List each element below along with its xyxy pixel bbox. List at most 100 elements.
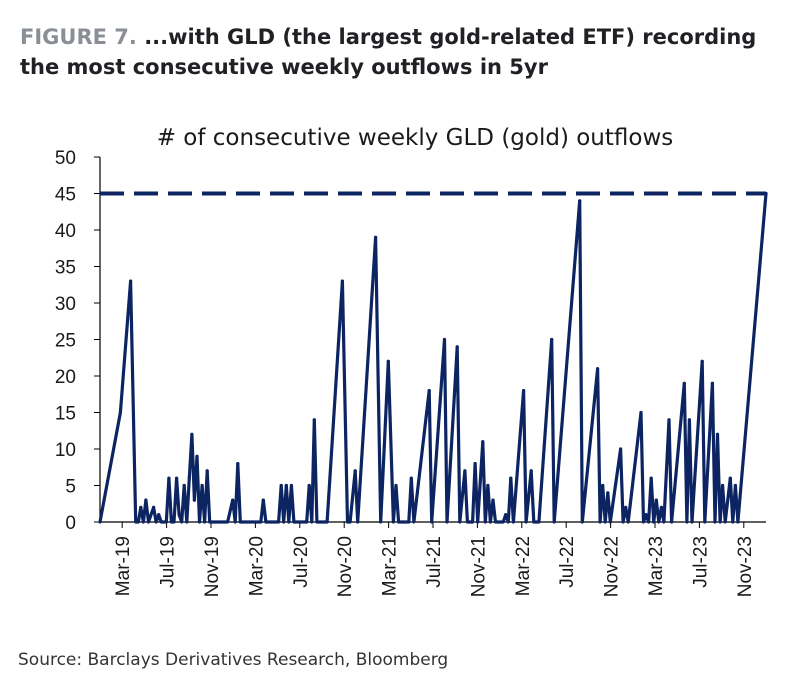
data-point	[644, 513, 648, 517]
data-point	[192, 498, 196, 502]
data-point	[261, 498, 265, 502]
chart-title: # of consecutive weekly GLD (gold) outfl…	[157, 125, 674, 151]
x-tick-label: Jul-21	[424, 536, 445, 588]
y-tick-label: 45	[55, 185, 76, 206]
y-tick-label: 40	[55, 221, 76, 242]
data-point	[442, 337, 447, 342]
x-tick-label: Nov-19	[202, 536, 223, 597]
data-point	[700, 359, 704, 363]
data-point	[340, 279, 344, 283]
data-point	[578, 199, 582, 203]
figure-title: ...with GLD (the largest gold-related ET…	[20, 25, 757, 79]
data-point	[687, 418, 692, 422]
y-tick-label: 10	[55, 440, 76, 461]
y-tick-label: 20	[55, 367, 76, 388]
y-tick-label: 35	[55, 258, 76, 279]
x-tick-label: Nov-20	[335, 536, 356, 597]
source-note: Source: Barclays Derivatives Research, B…	[18, 650, 449, 670]
data-point	[175, 476, 179, 480]
x-tick-label: Jul-22	[557, 536, 578, 588]
data-point	[231, 498, 235, 502]
data-point	[236, 462, 240, 466]
data-point	[284, 483, 288, 488]
data-point	[728, 476, 732, 480]
data-point	[509, 476, 513, 480]
y-tick-label: 25	[55, 331, 76, 352]
data-point	[394, 483, 398, 488]
data-point	[619, 447, 623, 451]
plot-area	[98, 157, 768, 524]
data-point	[481, 440, 485, 444]
data-point	[491, 498, 495, 502]
data-point	[190, 432, 194, 436]
data-point	[177, 513, 181, 517]
data-point	[601, 483, 605, 488]
x-axis: Mar-19 Jul-19 Nov-19 Mar-20 Jul-20 Nov-20 Mar-…	[113, 522, 756, 597]
data-point	[710, 381, 715, 385]
x-tick-label: Nov-23	[735, 536, 756, 597]
x-tick-label: Mar-21	[380, 536, 401, 596]
data-point	[167, 476, 171, 480]
data-point	[486, 483, 490, 488]
data-point	[721, 483, 725, 488]
data-point	[195, 454, 199, 458]
figure-header: FIGURE 7. ...with GLD (the largest gold-…	[20, 22, 780, 82]
data-point	[682, 381, 686, 385]
data-point	[733, 483, 738, 488]
data-point	[289, 483, 293, 488]
data-point	[307, 483, 311, 488]
data-point	[312, 418, 316, 422]
data-point	[187, 476, 191, 480]
x-tick-label: Mar-20	[246, 536, 267, 596]
y-tick-label: 15	[55, 404, 76, 425]
data-point	[139, 505, 143, 509]
data-point	[374, 235, 378, 239]
chart: # of consecutive weekly GLD (gold) outfl…	[55, 125, 768, 597]
y-axis: 0 5 10 15 20 25 30 35 40 45 50	[55, 148, 100, 534]
data-point	[157, 513, 161, 517]
data-point	[353, 469, 357, 473]
x-tick-label: Mar-23	[646, 536, 667, 596]
y-tick-label: 5	[65, 477, 76, 498]
data-point	[152, 505, 156, 509]
x-tick-label: Jul-20	[291, 536, 312, 588]
data-point	[504, 513, 508, 517]
data-point	[279, 483, 283, 488]
x-tick-label: Mar-22	[513, 536, 534, 596]
y-tick-label: 0	[65, 513, 76, 534]
data-point	[144, 498, 148, 502]
data-point	[550, 337, 554, 342]
x-tick-label: Nov-21	[468, 536, 489, 597]
y-tick-label: 30	[55, 294, 76, 315]
data-point	[182, 483, 186, 488]
data-point	[639, 410, 643, 415]
data-point	[764, 191, 768, 196]
data-point	[200, 483, 204, 488]
x-tick-label: Jul-23	[690, 536, 711, 588]
data-point	[522, 389, 526, 393]
y-tick-label: 50	[55, 148, 76, 169]
data-point	[715, 432, 720, 436]
data-point	[659, 505, 664, 509]
data-point	[118, 410, 122, 415]
data-point	[129, 279, 133, 283]
data-point	[205, 469, 209, 473]
data-point	[463, 469, 467, 473]
x-tick-label: Nov-22	[602, 536, 623, 597]
data-point	[596, 367, 600, 371]
data-point	[654, 498, 658, 502]
data-point	[409, 476, 413, 480]
data-point	[649, 476, 653, 480]
data-point	[529, 469, 533, 473]
data-point	[455, 345, 459, 349]
data-point	[606, 491, 610, 495]
data-point	[667, 418, 671, 422]
data-point	[624, 505, 628, 509]
data-point	[386, 359, 390, 363]
x-tick-label: Jul-19	[158, 536, 179, 588]
series-line	[98, 191, 768, 524]
figure-label: FIGURE 7.	[20, 25, 137, 49]
data-point	[473, 462, 477, 466]
x-tick-label: Mar-19	[113, 536, 134, 596]
data-point	[427, 389, 431, 393]
